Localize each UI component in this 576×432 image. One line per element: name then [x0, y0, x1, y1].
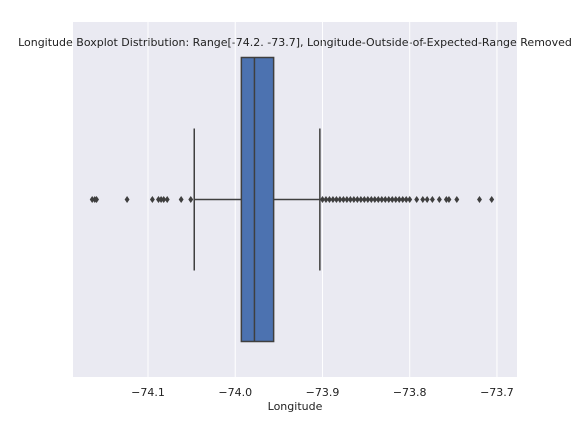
flier	[124, 196, 130, 203]
flier	[323, 196, 329, 203]
x-axis-label: Longitude	[268, 400, 323, 413]
flier	[400, 196, 406, 203]
flier	[94, 196, 100, 203]
flier	[320, 196, 325, 203]
flier	[149, 196, 155, 203]
flier	[89, 196, 95, 203]
flier	[386, 196, 392, 203]
flier	[337, 196, 343, 203]
box	[240, 56, 275, 343]
flier	[188, 196, 194, 203]
flier	[333, 196, 339, 203]
flier	[477, 196, 482, 203]
x-tick-label: −73.7	[480, 386, 514, 399]
chart-title: Longitude Boxplot Distribution: Range[-7…	[18, 36, 572, 49]
flier	[327, 196, 332, 203]
flier	[164, 196, 170, 203]
flier	[372, 196, 378, 203]
flier	[361, 196, 367, 203]
flier	[354, 196, 360, 203]
flier	[393, 196, 399, 203]
flier	[414, 196, 420, 203]
x-tick-label: −74.0	[218, 386, 252, 399]
flier	[396, 196, 402, 203]
flier	[379, 196, 385, 203]
flier	[344, 196, 350, 203]
flier	[443, 196, 449, 203]
flier	[389, 196, 395, 203]
flier	[365, 196, 371, 203]
flier	[489, 196, 495, 203]
flier	[347, 196, 353, 203]
flier	[424, 196, 430, 203]
flier	[420, 196, 426, 203]
flier	[351, 196, 357, 203]
flier	[161, 196, 167, 203]
flier	[382, 196, 388, 203]
flier	[429, 196, 435, 203]
flier	[436, 196, 442, 203]
flier	[330, 196, 336, 203]
flier	[407, 196, 413, 203]
flier	[358, 196, 364, 203]
flier	[375, 196, 381, 203]
flier	[454, 196, 460, 203]
x-tick-label: −73.9	[306, 386, 340, 399]
flier	[340, 196, 346, 203]
flier	[368, 196, 374, 203]
flier	[403, 196, 409, 203]
x-tick-label: −73.8	[393, 386, 427, 399]
flier	[178, 196, 184, 203]
flier	[446, 196, 452, 203]
flier	[158, 196, 164, 203]
x-tick-label: −74.1	[131, 386, 165, 399]
flier	[156, 196, 161, 203]
